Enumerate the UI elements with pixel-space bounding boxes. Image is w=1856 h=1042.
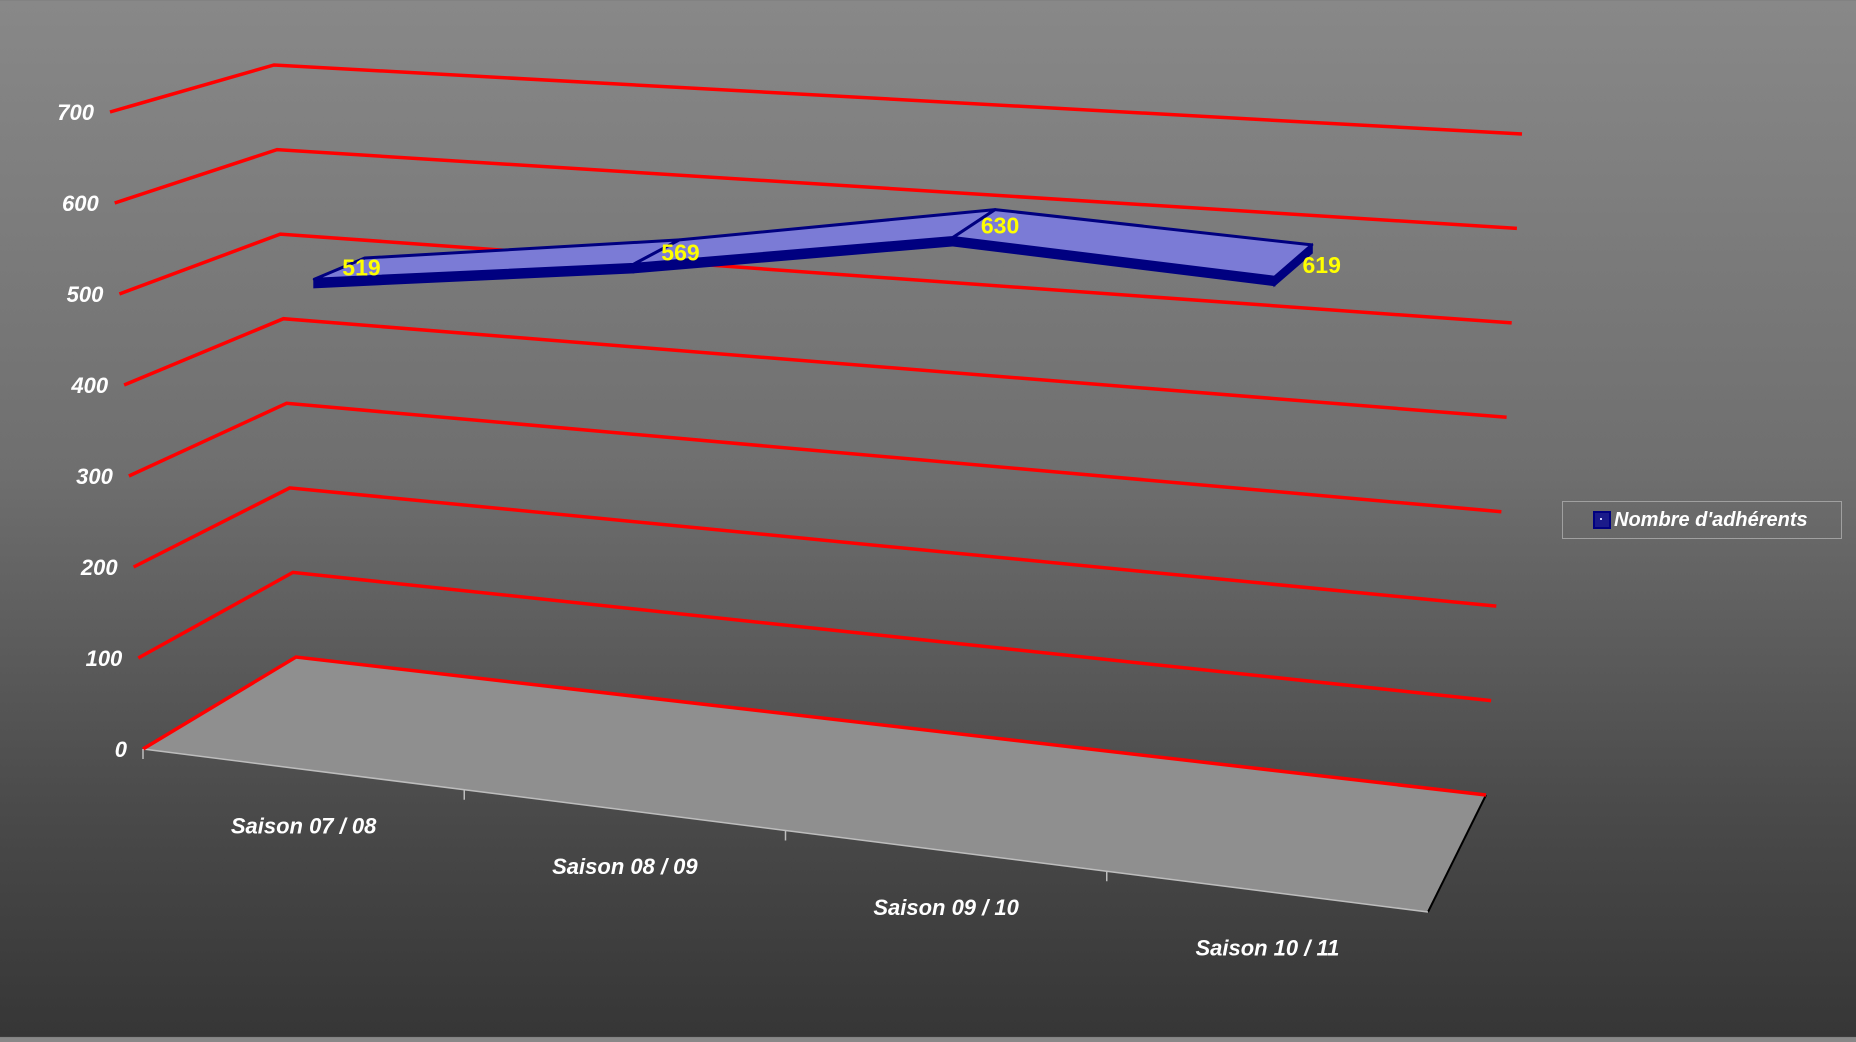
y-tick-label: 600 xyxy=(62,191,99,216)
x-tick-label: Saison 09 / 10 xyxy=(873,895,1019,920)
legend: Nombre d'adhérents xyxy=(1562,501,1842,539)
gridline-700 xyxy=(109,63,1523,136)
gridline-300 xyxy=(128,401,1502,514)
floor-edge xyxy=(1427,794,1487,913)
data-label: 519 xyxy=(342,254,380,280)
y-tick-label: 200 xyxy=(80,555,118,580)
data-label: 619 xyxy=(1303,252,1341,278)
gridline-500 xyxy=(118,232,1512,325)
y-tick-label: 400 xyxy=(70,373,108,398)
y-tick-label: 500 xyxy=(67,282,104,307)
x-tick-label: Saison 08 / 09 xyxy=(552,854,698,879)
legend-label: Nombre d'adhérents xyxy=(1614,508,1808,531)
data-label: 630 xyxy=(981,213,1019,239)
gridline-0 xyxy=(142,655,1487,797)
gridline-200 xyxy=(132,486,1497,608)
y-tick-label: 300 xyxy=(76,464,113,489)
x-tick-label: Saison 07 / 08 xyxy=(231,813,377,838)
gridline-400 xyxy=(123,316,1507,420)
gridline-600 xyxy=(114,147,1518,231)
ribbon-segment xyxy=(951,208,1314,279)
y-tick-label: 700 xyxy=(57,100,94,125)
gridline-100 xyxy=(137,570,1492,703)
data-label: 569 xyxy=(661,239,699,265)
x-tick-label: Saison 10 / 11 xyxy=(1195,936,1339,961)
chart-floor xyxy=(143,657,1486,912)
y-tick-label: 100 xyxy=(86,646,123,671)
legend-swatch-icon xyxy=(1593,511,1611,529)
y-tick-label: 0 xyxy=(115,737,128,762)
